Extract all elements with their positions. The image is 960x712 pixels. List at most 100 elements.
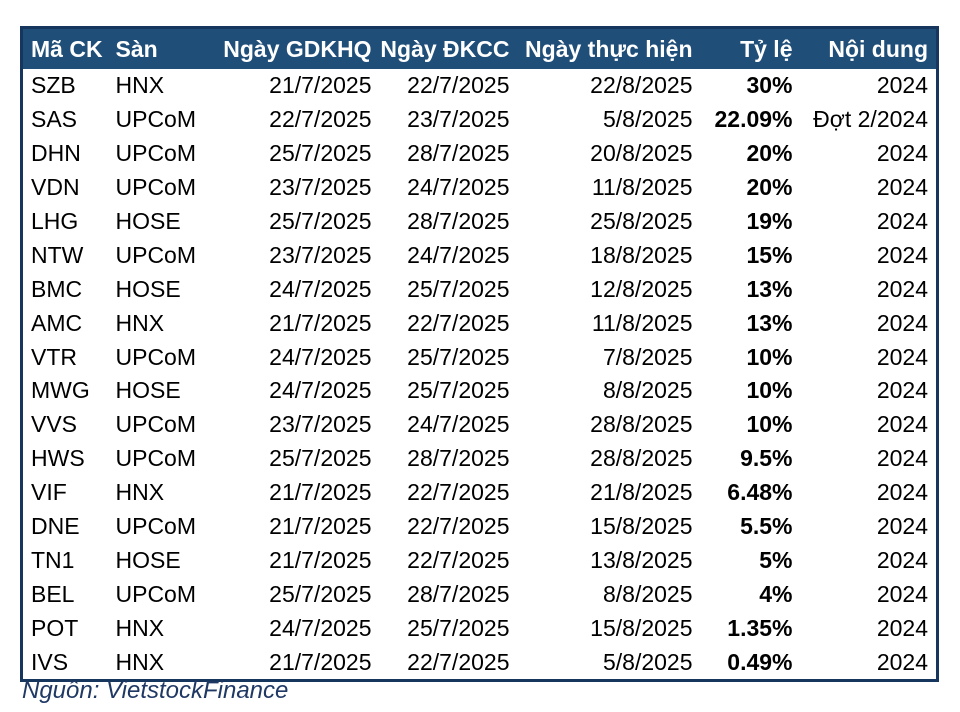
cell-record-date: 22/7/2025 <box>379 543 518 578</box>
cell-exchange: UPCoM <box>107 340 220 375</box>
cell-exchange: HOSE <box>107 204 220 239</box>
cell-record-date: 28/7/2025 <box>379 577 518 612</box>
cell-record-date: 22/7/2025 <box>379 475 518 510</box>
cell-execution-date: 28/8/2025 <box>517 441 701 476</box>
cell-record-date: 22/7/2025 <box>379 306 518 341</box>
cell-exchange: UPCoM <box>107 238 220 273</box>
cell-exchange: HOSE <box>107 374 220 408</box>
table-row: DNE UPCoM 21/7/2025 22/7/2025 15/8/2025 … <box>21 509 938 544</box>
cell-exdividend-date: 24/7/2025 <box>219 272 380 307</box>
cell-content: 2024 <box>800 611 938 646</box>
cell-record-date: 24/7/2025 <box>379 238 518 273</box>
table-row: SAS UPCoM 22/7/2025 23/7/2025 5/8/2025 2… <box>21 102 938 137</box>
cell-execution-date: 5/8/2025 <box>517 645 701 681</box>
cell-exchange: UPCoM <box>107 136 220 171</box>
cell-ticker: AMC <box>21 306 108 341</box>
cell-execution-date: 11/8/2025 <box>517 170 701 205</box>
cell-ticker: DHN <box>21 136 108 171</box>
cell-exdividend-date: 25/7/2025 <box>219 441 380 476</box>
cell-record-date: 22/7/2025 <box>379 69 518 103</box>
cell-content: 2024 <box>800 238 938 273</box>
cell-execution-date: 13/8/2025 <box>517 543 701 578</box>
table-row: BMC HOSE 24/7/2025 25/7/2025 12/8/2025 1… <box>21 272 938 307</box>
cell-ratio: 20% <box>700 170 801 205</box>
cell-exdividend-date: 21/7/2025 <box>219 306 380 341</box>
column-header-exdividend-date: Ngày GDKHQ <box>219 27 380 69</box>
header-row: Mã CK Sàn Ngày GDKHQ Ngày ĐKCC Ngày thực… <box>21 27 938 69</box>
cell-ratio: 13% <box>700 306 801 341</box>
cell-ticker: VTR <box>21 340 108 375</box>
table-row: MWG HOSE 24/7/2025 25/7/2025 8/8/2025 10… <box>21 374 938 408</box>
cell-content: 2024 <box>800 272 938 307</box>
cell-record-date: 28/7/2025 <box>379 136 518 171</box>
cell-ticker: MWG <box>21 374 108 408</box>
cell-exdividend-date: 21/7/2025 <box>219 69 380 103</box>
cell-exchange: UPCoM <box>107 407 220 442</box>
cell-ratio: 13% <box>700 272 801 307</box>
cell-record-date: 25/7/2025 <box>379 272 518 307</box>
table-row: VTR UPCoM 24/7/2025 25/7/2025 7/8/2025 1… <box>21 340 938 375</box>
table-body: SZB HNX 21/7/2025 22/7/2025 22/8/2025 30… <box>21 69 938 681</box>
cell-exdividend-date: 25/7/2025 <box>219 577 380 612</box>
cell-exchange: UPCoM <box>107 509 220 544</box>
cell-exdividend-date: 21/7/2025 <box>219 509 380 544</box>
cell-content: 2024 <box>800 340 938 375</box>
cell-exchange: HOSE <box>107 272 220 307</box>
cell-ratio: 10% <box>700 407 801 442</box>
cell-execution-date: 21/8/2025 <box>517 475 701 510</box>
table-row: SZB HNX 21/7/2025 22/7/2025 22/8/2025 30… <box>21 69 938 103</box>
cell-exchange: HNX <box>107 611 220 646</box>
cell-ratio: 20% <box>700 136 801 171</box>
dividend-schedule-table: Mã CK Sàn Ngày GDKHQ Ngày ĐKCC Ngày thực… <box>20 26 939 683</box>
cell-ratio: 0.49% <box>700 645 801 681</box>
table-row: NTW UPCoM 23/7/2025 24/7/2025 18/8/2025 … <box>21 238 938 273</box>
cell-ratio: 5.5% <box>700 509 801 544</box>
cell-exdividend-date: 23/7/2025 <box>219 238 380 273</box>
source-caption: Nguồn: VietstockFinance <box>22 677 289 704</box>
cell-record-date: 25/7/2025 <box>379 611 518 646</box>
cell-execution-date: 15/8/2025 <box>517 509 701 544</box>
cell-record-date: 25/7/2025 <box>379 374 518 408</box>
cell-exchange: HNX <box>107 306 220 341</box>
cell-ratio: 22.09% <box>700 102 801 137</box>
column-header-content: Nội dung <box>800 27 938 69</box>
cell-execution-date: 22/8/2025 <box>517 69 701 103</box>
cell-exchange: HNX <box>107 645 220 681</box>
column-header-exchange: Sàn <box>107 27 220 69</box>
cell-exdividend-date: 24/7/2025 <box>219 340 380 375</box>
cell-execution-date: 5/8/2025 <box>517 102 701 137</box>
cell-exdividend-date: 25/7/2025 <box>219 204 380 239</box>
cell-execution-date: 8/8/2025 <box>517 374 701 408</box>
cell-exchange: HNX <box>107 69 220 103</box>
cell-ratio: 10% <box>700 340 801 375</box>
cell-content: 2024 <box>800 306 938 341</box>
cell-execution-date: 25/8/2025 <box>517 204 701 239</box>
cell-content: 2024 <box>800 374 938 408</box>
cell-content: 2024 <box>800 69 938 103</box>
cell-execution-date: 18/8/2025 <box>517 238 701 273</box>
cell-execution-date: 8/8/2025 <box>517 577 701 612</box>
cell-execution-date: 28/8/2025 <box>517 407 701 442</box>
cell-execution-date: 11/8/2025 <box>517 306 701 341</box>
cell-content: 2024 <box>800 136 938 171</box>
cell-ratio: 15% <box>700 238 801 273</box>
cell-record-date: 22/7/2025 <box>379 509 518 544</box>
cell-ticker: DNE <box>21 509 108 544</box>
table-row: LHG HOSE 25/7/2025 28/7/2025 25/8/2025 1… <box>21 204 938 239</box>
cell-record-date: 28/7/2025 <box>379 204 518 239</box>
cell-content: 2024 <box>800 204 938 239</box>
column-header-ratio: Tỷ lệ <box>700 27 801 69</box>
cell-exdividend-date: 24/7/2025 <box>219 374 380 408</box>
cell-ticker: IVS <box>21 645 108 681</box>
cell-ratio: 6.48% <box>700 475 801 510</box>
cell-content: 2024 <box>800 170 938 205</box>
cell-ticker: NTW <box>21 238 108 273</box>
cell-content: 2024 <box>800 577 938 612</box>
cell-ratio: 9.5% <box>700 441 801 476</box>
cell-ticker: BMC <box>21 272 108 307</box>
cell-exdividend-date: 23/7/2025 <box>219 407 380 442</box>
cell-execution-date: 7/8/2025 <box>517 340 701 375</box>
cell-record-date: 24/7/2025 <box>379 407 518 442</box>
cell-exchange: UPCoM <box>107 577 220 612</box>
cell-content: Đợt 2/2024 <box>800 102 938 137</box>
